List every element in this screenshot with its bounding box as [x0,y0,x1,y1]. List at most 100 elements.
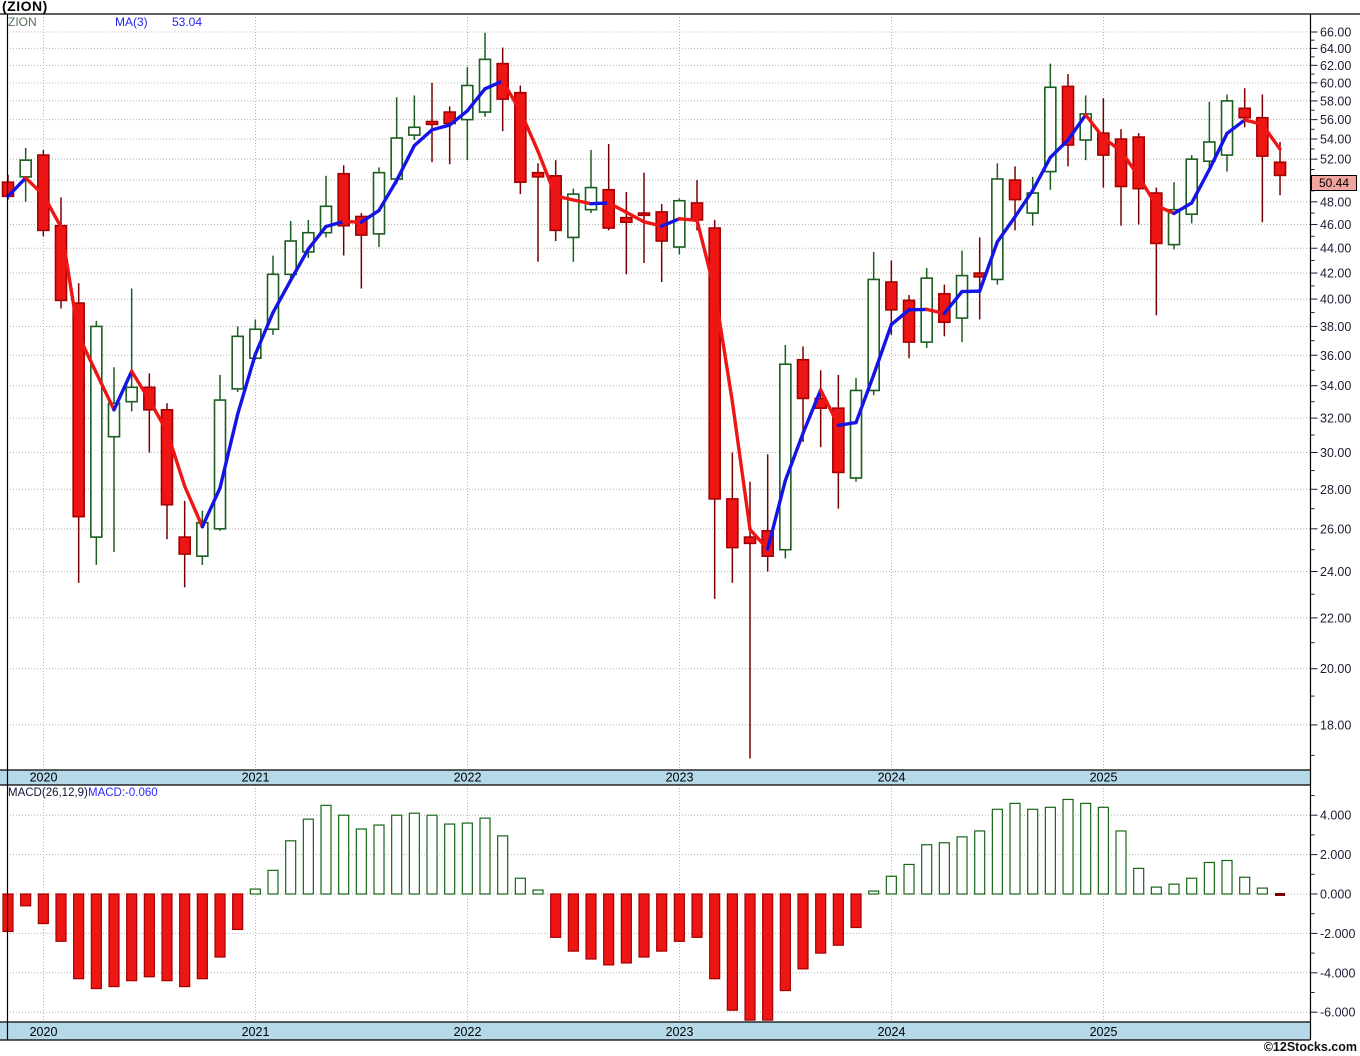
year-label: 2025 [1090,1025,1118,1039]
macd-bar [1275,893,1286,896]
candle-body [337,172,350,227]
candle-body [991,178,1004,281]
macd-bar [921,844,933,895]
ma-segment [642,220,664,228]
macd-bar [426,814,438,895]
ma-segment [235,352,258,416]
candle-body [602,188,615,229]
macd-bar [815,893,827,954]
macd-bar [797,893,809,970]
candle-body [1150,192,1163,245]
candle-body [549,175,562,232]
macd-bar [1256,887,1268,895]
macd-bar [1044,806,1056,895]
candle-body [885,281,898,311]
ma-segment [854,373,876,425]
candle-body [779,363,792,551]
candle-body [284,240,297,276]
macd-bar [850,893,862,929]
ma-segment [253,310,275,356]
macd-bar [302,818,314,895]
ma-segment [606,201,629,215]
macd-bar [1133,867,1145,895]
price-axis-label: 52.00 [1320,153,1351,167]
watermark: ©12Stocks.com [1263,1040,1357,1054]
candle-body [832,407,845,474]
macd-bar [1115,830,1127,895]
macd-params-label: MACD(26,12,9) [8,787,88,799]
ma-segment [536,149,558,198]
ma-segment [1207,131,1229,172]
ma-segment [1101,136,1123,153]
macd-bar [832,893,844,946]
macd-bar [1203,861,1215,895]
candle-body [708,227,721,500]
macd-bar [1009,802,1021,895]
ma-segment [730,399,752,532]
candle-body [355,215,368,236]
candle-body [673,199,686,248]
year-band [0,1022,1310,1040]
ma-segment [1119,149,1141,179]
candle-body [1256,116,1269,157]
ma-segment [182,484,205,529]
price-axis-label: 34.00 [1320,379,1351,393]
ma-segment [94,371,116,412]
macd-bar [1168,883,1180,895]
candle-body [1132,136,1145,190]
macd-bar [196,893,208,980]
macd-bar [355,828,367,895]
candle-body [1044,86,1057,173]
ma-segment [306,224,328,251]
price-axis-label: 44.00 [1320,242,1351,256]
macd-bar [885,875,897,895]
candle-body [620,216,633,224]
candle-body [637,212,651,217]
ma-segment [1136,174,1159,208]
price-axis-label: 32.00 [1320,412,1351,426]
macd-bar [90,893,102,990]
ma-segment [571,198,593,206]
price-axis-label: 42.00 [1320,267,1351,281]
macd-bar [567,893,579,952]
macd-bar [638,893,650,958]
ma-segment [1225,118,1247,136]
symbol-label: ZION [8,15,37,29]
candle-body [726,498,739,549]
candle-body [319,205,333,234]
ma-segment [1030,155,1053,193]
ma-segment [23,176,46,197]
macd-axis-label: -2.000 [1320,927,1355,941]
price-axis-label: 60.00 [1320,76,1351,90]
ma-segment [748,527,770,551]
macd-value-label: MACD:-0.060 [88,787,158,799]
year-label: 2020 [30,1025,58,1039]
price-axis-label: 58.00 [1320,94,1351,108]
price-axis-label: 56.00 [1320,113,1351,127]
price-axis-label: 54.00 [1320,133,1351,147]
candle-body [567,193,580,239]
macd-bar [338,814,350,895]
price-axis-label: 48.00 [1320,195,1351,209]
ma-segment [341,219,364,224]
price-axis-label: 66.00 [1320,26,1351,40]
ma-segment [447,109,470,127]
macd-bar [1097,806,1109,895]
price-axis-label: 38.00 [1320,320,1351,334]
ma-segment [553,194,576,202]
macd-bar [249,888,261,895]
year-label: 2020 [30,771,58,785]
candle-body [125,386,138,403]
ma-segment [500,79,523,113]
candle-body [1097,132,1110,156]
macd-bar [126,893,138,982]
page-title: (ZION) [2,0,48,14]
ma-segment [41,193,63,229]
ma-segment [377,178,399,213]
candle-body [584,186,598,211]
candle-body [160,409,174,506]
ma-segment [977,240,1000,293]
ma-segment [765,478,788,551]
year-band [0,770,1310,785]
